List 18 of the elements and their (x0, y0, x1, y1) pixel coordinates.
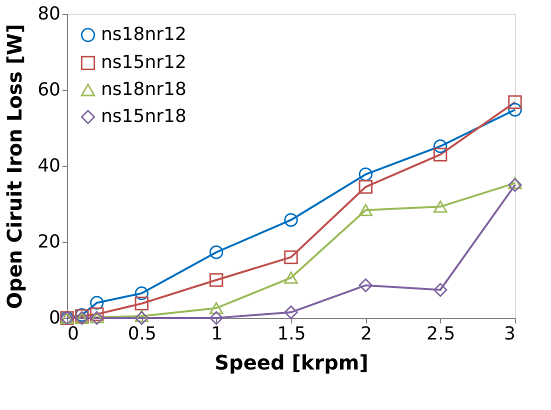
x-tick-label: 1 (211, 324, 223, 344)
legend-label: ns18nr18 (101, 79, 186, 100)
x-tick-label: 2.5 (426, 324, 456, 344)
y-tick-label: 60 (38, 80, 60, 100)
x-axis-title: Speed [krpm] (214, 350, 368, 374)
x-tick-label: 2 (360, 324, 372, 344)
legend-label: ns15nr18 (101, 106, 186, 127)
x-tick-label: 0 (68, 324, 79, 344)
y-tick-label: 80 (38, 4, 60, 24)
y-tick-label: 40 (38, 156, 60, 176)
y-tick-label: 0 (49, 308, 60, 328)
legend-label: ns15nr12 (101, 52, 186, 73)
x-tick-label: 1.5 (277, 324, 306, 344)
x-tick-label: 3 (504, 324, 516, 344)
y-axis-title: Open Ciruit Iron Loss [W] (2, 24, 27, 309)
legend-label: ns18nr12 (101, 24, 186, 45)
y-tick-label: 20 (38, 232, 60, 252)
x-tick-label: 0.5 (128, 324, 156, 344)
